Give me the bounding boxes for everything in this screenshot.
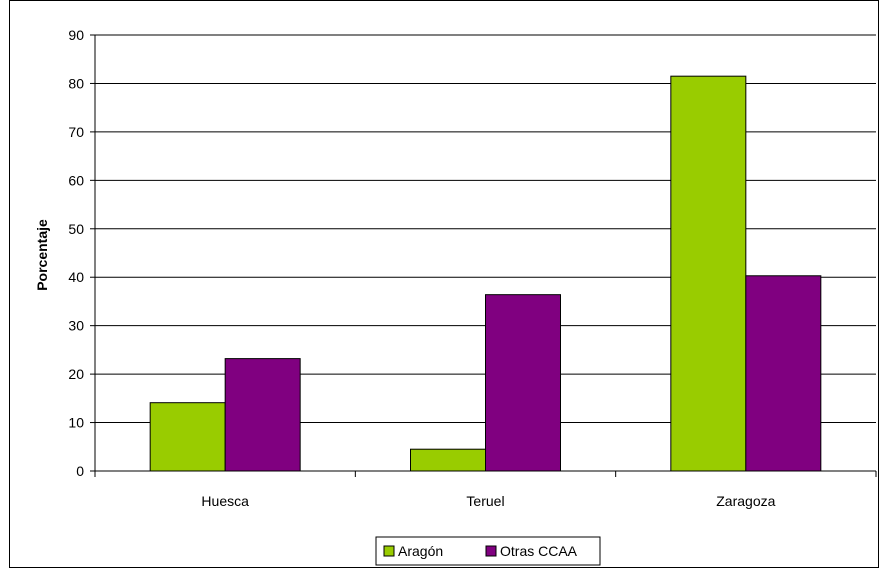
x-tick-label: Zaragoza bbox=[716, 493, 775, 509]
x-tick-label: Huesca bbox=[201, 493, 249, 509]
bars bbox=[149, 75, 822, 472]
legend-swatch bbox=[485, 545, 497, 557]
y-tick-label: 80 bbox=[68, 75, 84, 91]
bar-arag-n-teruel bbox=[410, 448, 486, 472]
y-tick-label: 0 bbox=[76, 463, 84, 479]
bar-arag-n-huesca bbox=[149, 402, 226, 472]
y-tick-label: 90 bbox=[68, 27, 84, 43]
bar-arag-n-zaragoza bbox=[670, 75, 747, 472]
y-tick-label: 50 bbox=[68, 221, 84, 237]
legend-swatch bbox=[383, 545, 395, 557]
axes: 0 10 20 30 40 50 60 70 80 90 Huesca Teruel Zaragoza bbox=[68, 27, 877, 509]
y-tick-label: 60 bbox=[68, 172, 84, 188]
x-tick-label: Teruel bbox=[466, 493, 504, 509]
legend-label: Otras CCAA bbox=[500, 543, 578, 559]
bar-otras-ccaa-huesca bbox=[224, 358, 301, 472]
y-tick-label: 40 bbox=[68, 269, 84, 285]
y-tick-label: 20 bbox=[68, 366, 84, 382]
legend: Aragón Otras CCAA bbox=[375, 536, 601, 566]
y-tick-label: 70 bbox=[68, 124, 84, 140]
legend-label: Aragón bbox=[398, 543, 443, 559]
bar-otras-ccaa-zaragoza bbox=[745, 275, 822, 472]
bar-otras-ccaa-teruel bbox=[485, 294, 561, 472]
y-tick-label: 10 bbox=[68, 415, 84, 431]
y-tick-label: 30 bbox=[68, 318, 84, 334]
y-axis-title: Porcentaje bbox=[34, 219, 50, 291]
